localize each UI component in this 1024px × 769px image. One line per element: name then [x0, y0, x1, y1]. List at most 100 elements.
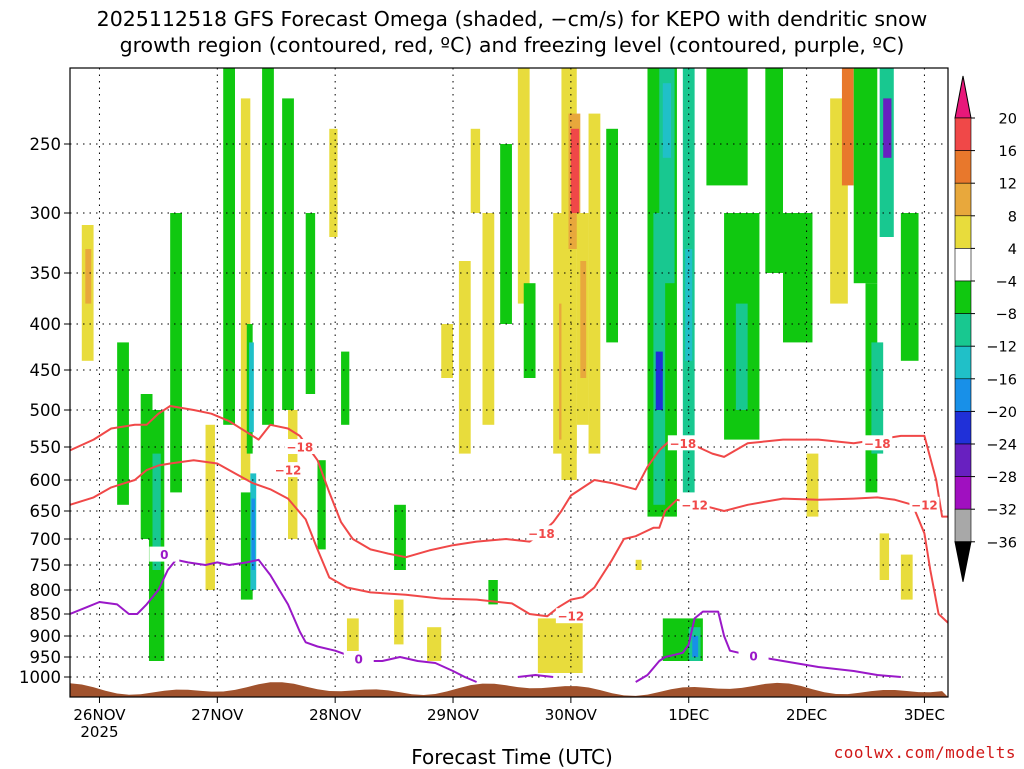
dendritic-contour-label: −12	[275, 464, 302, 478]
colorbar-label: 20	[999, 112, 1017, 128]
y-tick-label: 400	[30, 315, 62, 334]
colorbar-label: −24	[986, 438, 1017, 454]
omega-cell	[251, 498, 256, 570]
x-tick-label: 3DEC	[904, 706, 945, 724]
omega-cell	[240, 492, 253, 600]
freezing-level-label: 0	[160, 548, 168, 562]
colorbar-swatch	[954, 215, 972, 249]
dendritic-contour-label-bg	[284, 439, 315, 454]
omega-cell	[735, 303, 748, 410]
omega-cell	[883, 98, 892, 158]
omega-cell	[853, 68, 878, 284]
omega-cell	[427, 627, 442, 661]
freezing-level-label-bg	[343, 651, 374, 666]
y-tick-label: 1000	[19, 668, 61, 687]
omega-cell	[341, 351, 350, 425]
y-tick-label: 250	[30, 135, 62, 154]
x-tick-label: 29NOV	[427, 706, 480, 724]
omega-cell	[458, 261, 471, 454]
freezing-level-label-bg	[738, 648, 769, 664]
omega-cell	[240, 98, 251, 481]
omega-cell	[523, 283, 536, 378]
dendritic-contour-label: −12	[911, 498, 938, 512]
credit-text: coolwx.com/modelts	[833, 743, 1016, 762]
omega-cell	[692, 636, 699, 657]
dendritic-contour-label-bg	[862, 435, 893, 451]
omega-cell	[655, 351, 663, 410]
dendritic-contour-label: −18	[669, 437, 696, 451]
colorbar-swatch	[954, 378, 972, 412]
y-axis: 250 300 350 400 450 500 550 600 650 700 750 800 850 9…	[19, 135, 70, 687]
colorbar-label: 12	[999, 177, 1017, 193]
colorbar-swatch	[954, 411, 972, 445]
omega-cell	[500, 144, 512, 324]
omega-cell	[900, 554, 913, 600]
omega-cell	[635, 559, 642, 570]
colorbar-swatch	[954, 280, 972, 314]
omega-cell	[205, 424, 215, 590]
plot-frame	[69, 67, 949, 698]
freezing-level-line	[70, 558, 477, 683]
omega-cell	[482, 213, 495, 425]
terrain	[70, 682, 948, 697]
y-tick-label: 350	[30, 264, 62, 283]
colorbar-swatch	[954, 313, 972, 347]
colorbar-label: −4	[996, 275, 1017, 291]
x-tick-label: 1DEC	[668, 706, 709, 724]
omega-cell	[249, 342, 254, 433]
dendritic-contour-label-bg	[273, 462, 304, 478]
colorbar-swatch	[954, 476, 972, 510]
y-tick-label: 650	[30, 502, 62, 521]
omega-cell	[346, 618, 359, 661]
chart-title: 2025112518 GFS Forecast Omega (shaded, −…	[0, 6, 1024, 58]
x-axis: 26NOV 27NOV 28NOV 29NOV 30NOV 1DEC 2DEC 3DEC 202…	[73, 697, 945, 741]
y-tick-label: 600	[30, 471, 62, 490]
omega-cell	[262, 68, 274, 425]
dendritic-contour-line	[70, 405, 948, 559]
x-axis-label: Forecast Time (UTC)	[411, 745, 613, 769]
x-tick-label: 30NOV	[545, 706, 598, 724]
dendritic-contour-label: −18	[528, 527, 555, 541]
omega-cell	[570, 128, 580, 213]
omega-cell	[317, 460, 326, 550]
colorbar-label: 4	[1008, 242, 1017, 258]
dendritic-contour-label: −18	[286, 441, 313, 455]
colorbar-label: 16	[999, 144, 1017, 160]
colorbar-label: −32	[986, 503, 1017, 519]
omega-cell	[783, 213, 813, 343]
omega-cell	[152, 453, 161, 570]
dendritic-contour-label-bg	[555, 608, 586, 624]
terrain-fill	[70, 682, 948, 697]
dendritic-contour-label: −12	[681, 498, 708, 512]
gridlines	[70, 68, 948, 697]
colorbar-label: −28	[986, 470, 1017, 486]
omega-cell	[900, 213, 919, 361]
dendritic-contour-label-bg	[909, 496, 940, 512]
omega-cell	[223, 68, 235, 425]
omega-cell	[765, 68, 784, 273]
title-line-2: growth region (contoured, red, ºC) and f…	[119, 33, 905, 57]
x-year-label: 2025	[80, 723, 118, 741]
title-line-1: 2025112518 GFS Forecast Omega (shaded, −…	[96, 7, 928, 31]
omega-cell	[706, 68, 748, 186]
y-tick-label: 800	[30, 581, 62, 600]
dendritic-contour-label-bg	[679, 496, 710, 512]
omega-cell	[170, 213, 182, 493]
omega-cell	[305, 213, 316, 394]
omega-cell	[606, 128, 619, 343]
y-tick-label: 850	[30, 605, 62, 624]
dendritic-contour-line	[70, 459, 948, 624]
omega-cell	[470, 128, 481, 213]
omega-cell	[871, 342, 884, 454]
x-tick-label: 27NOV	[191, 706, 244, 724]
freezing-level-line	[635, 610, 901, 683]
colorbar-label: 8	[1008, 209, 1017, 225]
colorbar-label: −16	[986, 372, 1017, 388]
omega-cell	[394, 599, 404, 645]
colorbar-bottom-triangle	[954, 541, 972, 582]
omega-cell	[329, 128, 338, 237]
omega-cell	[537, 618, 583, 673]
freezing-level-label-bg	[149, 546, 180, 562]
freezing-level-label: 0	[355, 653, 363, 667]
omega-cell	[517, 68, 530, 304]
